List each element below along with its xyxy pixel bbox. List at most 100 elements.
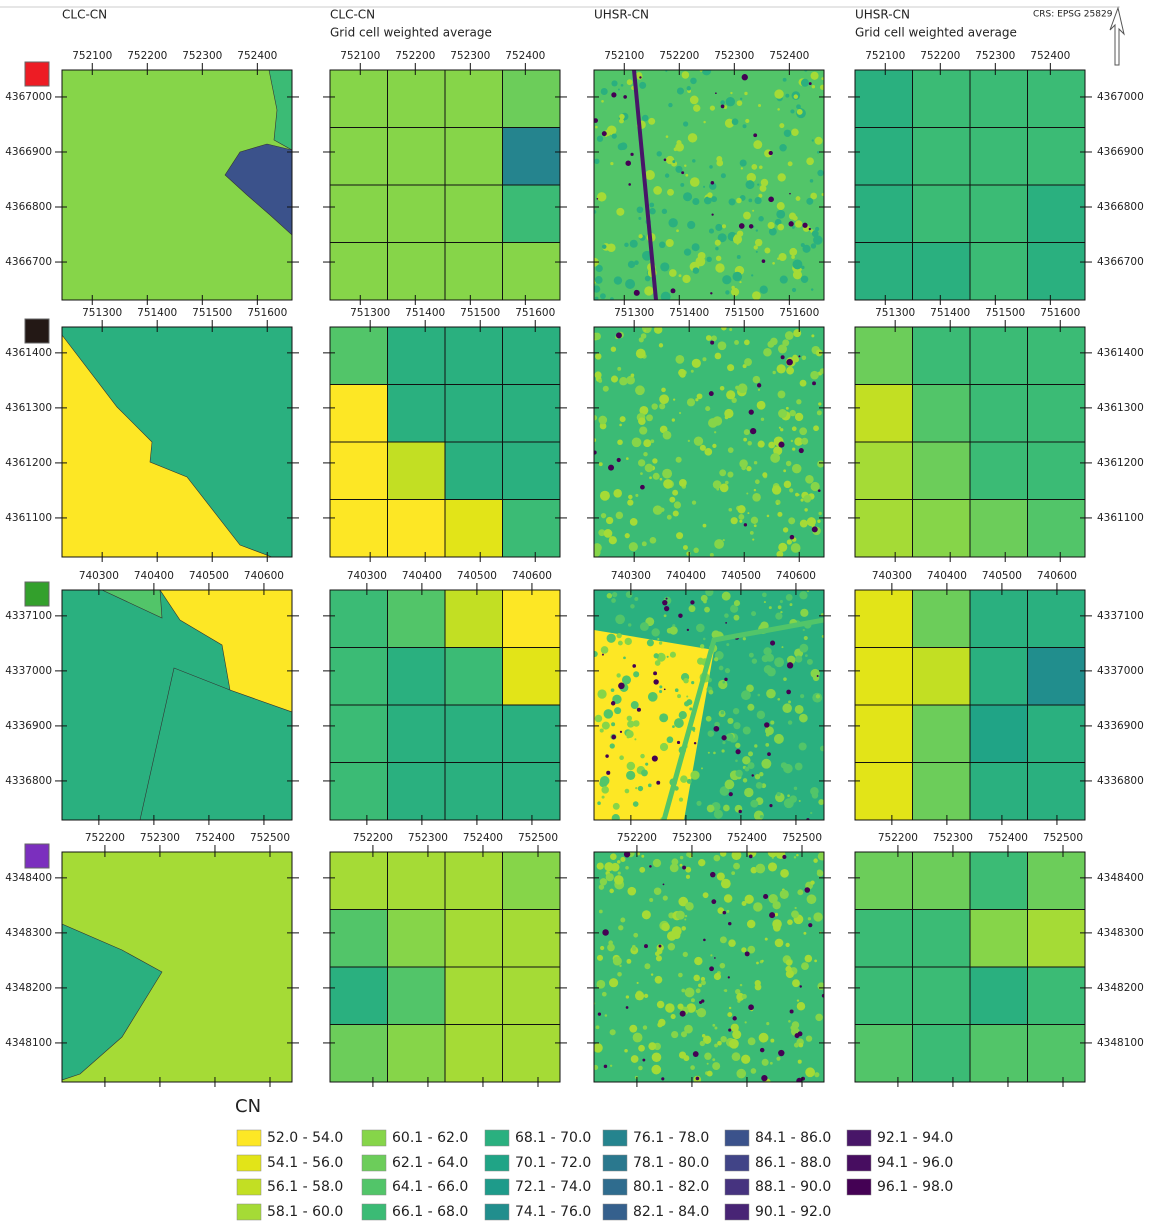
raster-spot	[704, 197, 712, 205]
grid-cell	[1028, 185, 1086, 243]
column-title: CLC-CN	[330, 8, 375, 22]
raster-spot	[642, 323, 652, 333]
raster-spot	[595, 276, 603, 284]
grid-cell	[1028, 705, 1086, 763]
raster-spot	[788, 1020, 791, 1023]
raster-spot	[707, 1071, 713, 1077]
x-tick-label: 752400	[988, 832, 1028, 844]
raster-spot	[635, 1076, 638, 1079]
raster-spot	[718, 341, 727, 350]
raster-spot	[780, 869, 789, 878]
raster-spot	[723, 911, 727, 915]
raster-spot	[686, 695, 688, 697]
raster-spot	[642, 541, 647, 546]
raster-spot	[707, 192, 712, 197]
raster-spot	[681, 1031, 687, 1037]
raster-spot	[739, 223, 745, 229]
raster-spot	[795, 763, 803, 771]
grid-cell	[855, 910, 913, 968]
raster-spot	[595, 715, 603, 723]
raster-spot	[749, 409, 754, 414]
raster-spot	[761, 759, 771, 769]
raster-spot	[614, 707, 621, 714]
raster-spot	[737, 243, 739, 245]
raster-spot	[676, 532, 683, 539]
raster-spot	[817, 870, 824, 877]
raster-spot	[820, 746, 826, 752]
map-panel	[855, 590, 1085, 820]
legend-label: 88.1 - 90.0	[755, 1179, 831, 1195]
x-tick-label: 752300	[975, 50, 1015, 62]
raster-spot	[713, 416, 723, 426]
raster-spot	[807, 894, 817, 904]
legend-label: 92.1 - 94.0	[877, 1130, 953, 1146]
raster-spot	[799, 742, 807, 750]
raster-spot	[691, 681, 694, 684]
raster-spot	[652, 458, 657, 463]
raster-spot	[664, 688, 666, 690]
raster-spot	[735, 759, 738, 762]
raster-spot	[682, 71, 690, 79]
raster-spot	[778, 1050, 784, 1056]
raster-spot	[726, 97, 735, 106]
raster-spot	[779, 144, 786, 151]
raster-spot	[648, 784, 652, 788]
raster-spot	[703, 186, 705, 188]
raster-spot	[812, 85, 815, 88]
raster-spot	[790, 109, 794, 113]
raster-spot	[714, 973, 721, 980]
map-panel	[592, 323, 826, 557]
grid-cell	[913, 648, 971, 706]
raster-spot	[611, 92, 616, 97]
raster-spot	[602, 992, 607, 997]
grid-cell	[855, 185, 913, 243]
raster-spot	[688, 440, 690, 442]
x-tick-label: 740600	[776, 570, 816, 582]
raster-spot	[653, 679, 658, 684]
grid-cell	[913, 852, 971, 910]
y-tick-label: 4336900	[5, 720, 52, 732]
raster-spot	[733, 722, 740, 729]
grid-cell	[388, 1025, 446, 1083]
raster-spot	[754, 524, 757, 527]
raster-spot	[772, 901, 780, 909]
grid-cell	[1028, 243, 1086, 301]
raster-spot	[761, 1075, 767, 1081]
raster-spot	[639, 337, 644, 342]
raster-spot	[659, 685, 662, 688]
raster-spot	[625, 160, 631, 166]
raster-spot	[597, 863, 604, 870]
raster-spot	[769, 912, 775, 918]
raster-spot	[748, 1037, 756, 1045]
x-tick-label: 752300	[714, 50, 754, 62]
raster-spot	[698, 859, 705, 866]
raster-spot	[640, 472, 643, 475]
x-tick-label: 740500	[721, 570, 761, 582]
legend-swatch	[362, 1130, 386, 1146]
raster-spot	[744, 358, 752, 366]
raster-spot	[659, 713, 668, 722]
y-tick-label: 4367000	[5, 91, 52, 103]
raster-spot	[807, 517, 816, 526]
raster-spot	[722, 592, 731, 601]
raster-spot	[754, 489, 756, 491]
legend-swatch	[603, 1130, 627, 1146]
raster-spot	[703, 939, 706, 942]
raster-spot	[789, 221, 794, 226]
raster-spot	[813, 858, 817, 862]
raster-spot	[666, 239, 674, 247]
raster-spot	[668, 103, 672, 107]
raster-spot	[818, 852, 826, 860]
x-tick-label: 752100	[865, 50, 905, 62]
raster-spot	[616, 332, 622, 338]
raster-spot	[774, 89, 783, 98]
raster-spot	[772, 485, 781, 494]
raster-spot	[627, 887, 636, 896]
raster-spot	[732, 1016, 736, 1020]
raster-spot	[663, 479, 673, 489]
raster-spot	[706, 257, 711, 262]
raster-spot	[802, 223, 807, 228]
raster-spot	[760, 286, 768, 294]
raster-spot	[774, 657, 784, 667]
raster-spot	[626, 730, 634, 738]
